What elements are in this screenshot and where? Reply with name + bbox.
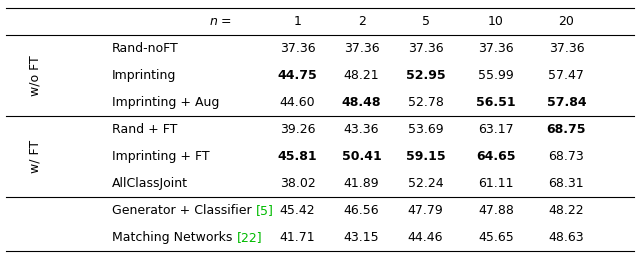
Text: 44.46: 44.46	[408, 231, 444, 244]
Text: 56.51: 56.51	[476, 96, 516, 109]
Text: 45.81: 45.81	[278, 150, 317, 163]
Text: 39.26: 39.26	[280, 123, 316, 136]
Text: 44.75: 44.75	[278, 69, 317, 82]
Text: 20: 20	[559, 15, 574, 28]
Text: 52.95: 52.95	[406, 69, 445, 82]
Text: 50.41: 50.41	[342, 150, 381, 163]
Text: 37.36: 37.36	[344, 42, 380, 55]
Text: 2: 2	[358, 15, 365, 28]
Text: 52.78: 52.78	[408, 96, 444, 109]
Text: Imprinting + FT: Imprinting + FT	[112, 150, 210, 163]
Text: 59.15: 59.15	[406, 150, 445, 163]
Text: 57.84: 57.84	[547, 96, 586, 109]
Text: 37.36: 37.36	[548, 42, 584, 55]
Text: $n$ =: $n$ =	[209, 15, 232, 28]
Text: Imprinting: Imprinting	[112, 69, 177, 82]
Text: 43.15: 43.15	[344, 231, 380, 244]
Text: 43.36: 43.36	[344, 123, 380, 136]
Text: 45.42: 45.42	[280, 204, 316, 217]
Text: 37.36: 37.36	[280, 42, 316, 55]
Text: 61.11: 61.11	[478, 177, 514, 190]
Text: 68.73: 68.73	[548, 150, 584, 163]
Text: 48.21: 48.21	[344, 69, 380, 82]
Text: 47.79: 47.79	[408, 204, 444, 217]
Text: 48.22: 48.22	[548, 204, 584, 217]
Text: 44.60: 44.60	[280, 96, 316, 109]
Text: 10: 10	[488, 15, 504, 28]
Text: 5: 5	[422, 15, 429, 28]
Text: 37.36: 37.36	[478, 42, 514, 55]
Text: AllClassJoint: AllClassJoint	[112, 177, 188, 190]
Text: 48.48: 48.48	[342, 96, 381, 109]
Text: Matching Networks: Matching Networks	[112, 231, 236, 244]
Text: 41.89: 41.89	[344, 177, 380, 190]
Text: w/ FT: w/ FT	[29, 140, 42, 173]
Text: 1: 1	[294, 15, 301, 28]
Text: 53.69: 53.69	[408, 123, 444, 136]
Text: 52.24: 52.24	[408, 177, 444, 190]
Text: Imprinting + Aug: Imprinting + Aug	[112, 96, 220, 109]
Text: w/o FT: w/o FT	[29, 55, 42, 96]
Text: 47.88: 47.88	[478, 204, 514, 217]
Text: 57.47: 57.47	[548, 69, 584, 82]
Text: 55.99: 55.99	[478, 69, 514, 82]
Text: 45.65: 45.65	[478, 231, 514, 244]
Text: 41.71: 41.71	[280, 231, 316, 244]
Text: Rand-noFT: Rand-noFT	[112, 42, 179, 55]
Text: Generator + Classifier: Generator + Classifier	[112, 204, 255, 217]
Text: [5]: [5]	[255, 204, 273, 217]
Text: 38.02: 38.02	[280, 177, 316, 190]
Text: Rand + FT: Rand + FT	[112, 123, 177, 136]
Text: 68.31: 68.31	[548, 177, 584, 190]
Text: 68.75: 68.75	[547, 123, 586, 136]
Text: 46.56: 46.56	[344, 204, 380, 217]
Text: 48.63: 48.63	[548, 231, 584, 244]
Text: 64.65: 64.65	[476, 150, 516, 163]
Text: [22]: [22]	[236, 231, 262, 244]
Text: 63.17: 63.17	[478, 123, 514, 136]
Text: 37.36: 37.36	[408, 42, 444, 55]
